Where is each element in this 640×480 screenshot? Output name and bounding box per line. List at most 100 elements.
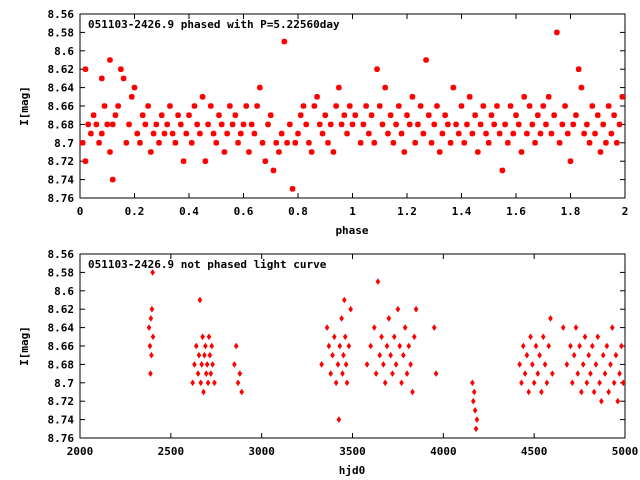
data-point — [520, 342, 526, 350]
data-point — [531, 379, 537, 387]
data-point — [327, 121, 334, 128]
data-point — [314, 93, 320, 100]
data-point — [382, 379, 388, 387]
data-point — [364, 361, 370, 368]
data-point — [397, 342, 403, 350]
data-point — [518, 149, 525, 155]
chart-title: 051103-2426.9 phased with P=5.22560day — [88, 18, 340, 31]
data-point — [545, 93, 552, 100]
data-point — [262, 158, 269, 165]
data-point — [308, 149, 315, 155]
data-point — [391, 333, 397, 341]
data-point — [619, 342, 624, 350]
data-point — [515, 121, 522, 128]
data-point — [190, 379, 195, 387]
data-point — [415, 121, 421, 128]
data-point — [270, 167, 277, 174]
data-point — [537, 351, 542, 359]
data-point — [502, 121, 508, 128]
data-point — [150, 130, 157, 137]
data-point — [570, 121, 577, 128]
data-point — [322, 112, 329, 119]
data-point — [570, 379, 575, 387]
data-point — [404, 370, 410, 377]
data-point — [600, 351, 606, 359]
y-tick-label: 8.58 — [48, 26, 75, 39]
data-point — [101, 103, 108, 109]
data-point — [326, 342, 332, 350]
y-tick-label: 8.6 — [54, 285, 74, 298]
data-point — [496, 130, 503, 137]
data-point — [316, 121, 323, 128]
data-point — [533, 342, 539, 350]
data-point — [201, 388, 206, 396]
data-point — [571, 351, 577, 359]
data-point — [604, 342, 610, 350]
data-point — [591, 388, 597, 396]
data-point — [522, 370, 528, 377]
data-point — [128, 93, 135, 100]
data-point — [333, 379, 339, 387]
data-point — [239, 388, 244, 396]
data-point — [473, 425, 479, 433]
x-tick-label: 0.4 — [179, 205, 199, 218]
data-point — [248, 121, 255, 128]
data-point — [483, 130, 489, 137]
data-point — [212, 379, 217, 387]
data-point — [196, 351, 202, 359]
chart-title: 051103-2426.9 not phased light curve — [88, 258, 327, 271]
data-point — [98, 130, 105, 137]
x-axis-label: phase — [335, 224, 368, 237]
data-point — [387, 112, 394, 119]
data-point — [491, 121, 498, 128]
data-point — [134, 130, 141, 137]
data-point — [324, 324, 330, 331]
data-point — [609, 324, 615, 331]
x-tick-label: 1 — [349, 205, 356, 218]
data-point — [115, 103, 121, 109]
data-point — [470, 379, 475, 387]
data-point — [281, 38, 288, 45]
data-point — [198, 379, 204, 387]
data-point — [471, 388, 477, 396]
data-point — [461, 139, 468, 146]
data-point — [381, 361, 386, 368]
data-point — [357, 139, 364, 146]
data-point — [235, 379, 241, 387]
data-point — [273, 139, 280, 146]
x-ticks: 0 0.2 0.4 0.6 0.8 1 1.2 1.4 1.6 1.8 2 — [77, 14, 628, 218]
data-point — [540, 333, 546, 341]
data-point — [267, 112, 274, 119]
data-point — [289, 185, 296, 192]
data-point — [343, 361, 349, 368]
y-tick-label: 8.64 — [48, 82, 75, 95]
data-point — [568, 342, 573, 350]
data-point — [534, 112, 541, 119]
data-point — [232, 112, 239, 119]
data-point — [287, 121, 293, 128]
data-point — [161, 130, 168, 137]
data-point — [399, 379, 404, 387]
data-point — [209, 342, 215, 350]
x-tick-label: 1.8 — [561, 205, 581, 218]
data-point — [118, 66, 124, 73]
data-point — [243, 103, 250, 109]
data-point — [199, 93, 206, 100]
data-point — [528, 333, 533, 341]
data-point — [584, 121, 590, 128]
data-point — [388, 351, 393, 359]
y-axis-label: I[mag] — [18, 326, 31, 366]
data-point — [254, 103, 260, 109]
data-point — [120, 75, 127, 82]
data-point — [526, 103, 533, 109]
data-point — [513, 112, 519, 119]
x-tick-label: 3000 — [248, 445, 275, 458]
data-point — [597, 149, 604, 155]
data-point — [149, 305, 155, 313]
x-tick-label: 5000 — [612, 445, 639, 458]
data-point — [573, 112, 579, 119]
data-point — [436, 149, 443, 155]
data-point — [537, 130, 544, 137]
data-point — [194, 121, 200, 128]
data-point — [210, 130, 217, 137]
